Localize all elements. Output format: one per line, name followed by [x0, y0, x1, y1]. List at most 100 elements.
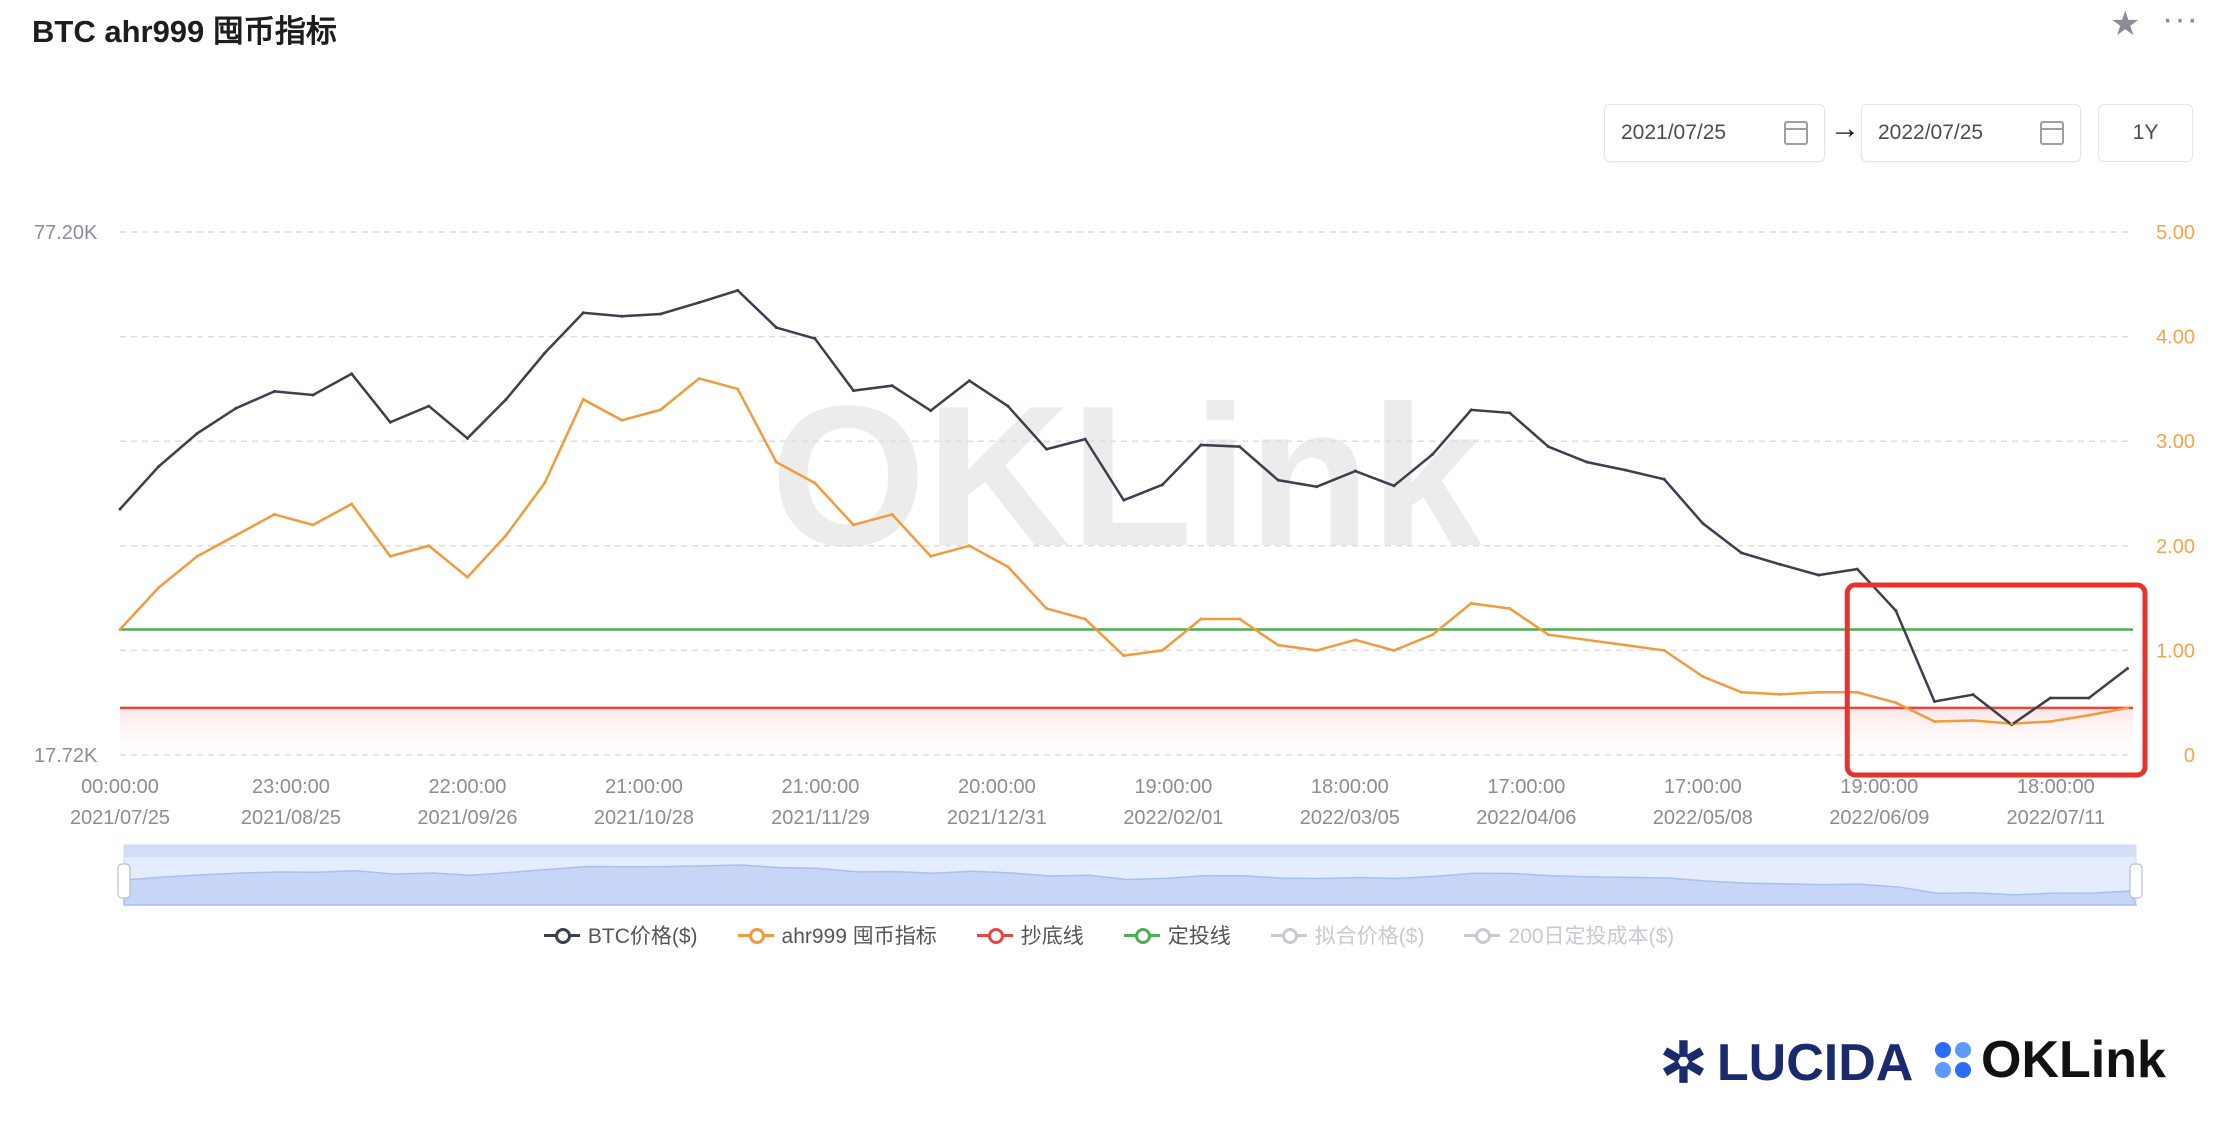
btc-point [697, 301, 701, 305]
btc-point [1353, 469, 1357, 473]
btc-point [311, 393, 315, 397]
legend-item[interactable]: 抄底线 [976, 920, 1084, 950]
btc-point [1894, 609, 1898, 613]
data-zoom-top-bar[interactable] [124, 845, 2136, 857]
legend-label: ahr999 囤币指标 [781, 925, 937, 948]
data-zoom-handle-right[interactable] [2129, 863, 2143, 899]
btc-point [1276, 478, 1280, 482]
legend-marker-icon [1270, 927, 1307, 944]
legend-item[interactable]: ahr999 囤币指标 [737, 920, 937, 950]
btc-point [1971, 693, 1975, 697]
right-tick-label: 5.00 [2156, 222, 2195, 244]
btc-point [1778, 562, 1782, 566]
right-tick-label: 0 [2184, 745, 2195, 767]
legend: BTC价格($) ahr999 囤币指标 抄底线 定投线 拟合价格($) 200日定投成本… [0, 920, 2218, 950]
btc-point [1392, 484, 1396, 488]
ahr999-point [1353, 638, 1357, 642]
ahr999-point [1469, 601, 1473, 605]
legend-item[interactable]: 定投线 [1123, 920, 1231, 950]
legend-item[interactable]: BTC价格($) [543, 920, 698, 950]
ahr999-point [1276, 643, 1280, 647]
btc-point [1045, 447, 1049, 451]
ahr999-point [1739, 690, 1743, 694]
right-tick-label: 3.00 [2156, 431, 2195, 453]
oklink-logo: OKLink [1935, 1030, 2166, 1090]
page-title: BTC ahr999 囤币指标 [32, 14, 337, 49]
btc-point [1817, 573, 1821, 577]
x-tick-time: 23:00:00 [252, 776, 330, 798]
ahr999-point [1315, 648, 1319, 652]
ahr999-point [852, 523, 856, 527]
btc-point [1431, 452, 1435, 456]
calendar-icon[interactable] [1784, 121, 1808, 145]
ahr999-point [1585, 638, 1589, 642]
ahr999-point [1238, 617, 1242, 621]
btc-point [1006, 404, 1010, 408]
btc-point [736, 288, 740, 292]
ahr999-point [1662, 648, 1666, 652]
range-1y-button[interactable]: 1Y [2098, 104, 2193, 162]
legend-item[interactable]: 200日定投成本($) [1464, 920, 1674, 950]
btc-point [1739, 551, 1743, 555]
data-zoom-handle-left[interactable] [117, 863, 131, 899]
ahr999-point [967, 544, 971, 548]
x-tick-time: 18:00:00 [2017, 776, 2095, 798]
ahr999-point [581, 397, 585, 401]
btc-point [1199, 443, 1203, 447]
x-tick-date: 2022/02/01 [1123, 807, 1223, 829]
ahr999-point [2087, 713, 2091, 717]
btc-point [929, 409, 933, 413]
x-tick-time: 19:00:00 [1134, 776, 1212, 798]
ahr999-point [1431, 633, 1435, 637]
legend-marker-icon [1464, 927, 1501, 944]
star-icon[interactable]: ★ [2110, 5, 2141, 43]
btc-point [1624, 468, 1628, 472]
lucida-logo: ✲ LUCIDA [1660, 1030, 1913, 1096]
x-tick-time: 21:00:00 [605, 776, 683, 798]
x-tick-date: 2022/04/06 [1476, 807, 1576, 829]
legend-item[interactable]: 拟合价格($) [1270, 920, 1425, 950]
start-date-value: 2021/07/25 [1621, 121, 1727, 144]
x-tick-date: 2021/12/31 [947, 807, 1047, 829]
x-tick-date: 2021/08/25 [241, 807, 341, 829]
ahr999-point [1894, 701, 1898, 705]
ahr999-point [736, 387, 740, 391]
x-tick-time: 19:00:00 [1840, 776, 1918, 798]
btc-point [1932, 699, 1936, 703]
arrow-right-icon: → [1830, 112, 1860, 145]
calendar-icon[interactable] [2040, 121, 2064, 145]
btc-point [157, 465, 161, 469]
bottom-zone [120, 707, 2133, 763]
lucida-star-icon: ✲ [1660, 1031, 1707, 1094]
x-tick-time: 17:00:00 [1664, 776, 1742, 798]
ahr999-point [1701, 675, 1705, 679]
end-date-input[interactable]: 2022/07/25 [1861, 104, 2081, 162]
lucida-brand: LUCIDA [1716, 1034, 1914, 1092]
btc-point [852, 389, 856, 393]
ahr999-point [2048, 720, 2052, 724]
x-tick-time: 00:00:00 [81, 776, 159, 798]
end-date-value: 2022/07/25 [1878, 121, 1984, 144]
ahr999-point [157, 586, 161, 590]
x-tick-date: 2021/10/28 [594, 807, 694, 829]
btc-point [774, 326, 778, 330]
btc-point [543, 351, 547, 355]
left-tick-label: 17.72K [34, 745, 98, 767]
legend-marker-icon [976, 927, 1013, 944]
ahr999-point [311, 523, 315, 527]
more-icon[interactable]: ··· [2162, 0, 2199, 38]
btc-point [1508, 411, 1512, 415]
legend-label: 拟合价格($) [1314, 925, 1425, 948]
start-date-input[interactable]: 2021/07/25 [1604, 104, 1825, 162]
ahr999-point [388, 554, 392, 558]
ahr999-point [118, 627, 122, 631]
ahr999-point [272, 512, 276, 516]
legend-label: 抄底线 [1020, 925, 1084, 948]
ahr999-point [1083, 617, 1087, 621]
ahr999-point [350, 502, 354, 506]
legend-marker-icon [543, 927, 580, 944]
ahr999-point [543, 481, 547, 485]
right-tick-label: 4.00 [2156, 327, 2195, 349]
btc-point [1160, 483, 1164, 487]
